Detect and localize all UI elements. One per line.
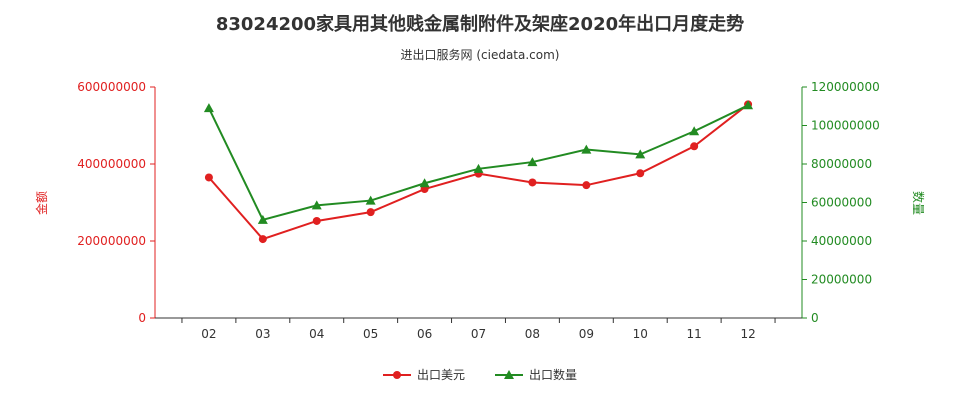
data-point-amount (636, 169, 645, 178)
left-tick-label: 0 (138, 311, 146, 325)
x-tick-label: 03 (255, 327, 270, 341)
legend-label-quantity: 出口数量 (529, 368, 578, 382)
data-point-quantity (581, 144, 592, 154)
right-tick-label: 20000000 (811, 273, 872, 287)
left-tick-label: 200000000 (77, 234, 146, 248)
chart-axes: 0 200000000 400000000 600000000 0 20000000 400… (34, 80, 926, 341)
x-tick-label: 06 (417, 327, 432, 341)
x-tick-label: 05 (363, 327, 378, 341)
x-tick-label: 12 (740, 327, 755, 341)
data-point-quantity (365, 195, 376, 205)
x-tick-label: 02 (201, 327, 216, 341)
data-point-quantity (527, 157, 538, 167)
data-point-amount (582, 181, 591, 190)
left-axis-title: 金额 (34, 191, 49, 215)
data-point-amount (366, 208, 375, 217)
right-tick-label: 0 (811, 311, 819, 325)
right-tick-label: 40000000 (811, 234, 872, 248)
legend-item-quantity[interactable]: 出口数量 (495, 366, 577, 383)
series-line-quantity (208, 104, 749, 222)
right-axis-title: 数量 (911, 191, 926, 215)
chart-legend: 出口美元 出口数量 (0, 366, 960, 383)
x-tick-label: 10 (633, 327, 648, 341)
legend-swatch-quantity (495, 369, 523, 380)
data-point-amount (258, 235, 267, 244)
x-tick-label: 08 (525, 327, 540, 341)
right-tick-label: 60000000 (811, 196, 872, 210)
data-point-quantity (743, 100, 754, 110)
data-point-quantity (473, 163, 484, 173)
legend-label-amount: 出口美元 (416, 368, 465, 382)
left-tick-label: 400000000 (77, 157, 146, 171)
legend-swatch-amount (382, 370, 411, 380)
data-point-quantity (311, 200, 322, 210)
data-point-amount (312, 216, 321, 225)
data-point-amount (204, 173, 213, 182)
data-point-quantity (635, 149, 646, 159)
x-tick-label: 09 (579, 327, 594, 341)
x-tick-label: 11 (687, 327, 702, 341)
right-tick-label: 100000000 (811, 119, 880, 133)
right-tick-label: 80000000 (811, 157, 872, 171)
x-tick-label: 04 (309, 327, 324, 341)
right-tick-label: 120000000 (811, 80, 880, 94)
chart-subtitle: 进出口服务网 (ciedata.com) (400, 48, 560, 62)
data-point-quantity (257, 214, 268, 224)
data-point-quantity (689, 126, 700, 136)
data-point-amount (528, 178, 537, 187)
chart-marks (203, 100, 754, 244)
chart-title: 83024200家具用其他贱金属制附件及架座2020年出口月度走势 (215, 14, 745, 35)
x-tick-label: 07 (471, 327, 486, 341)
data-point-quantity (203, 103, 214, 113)
data-point-quantity (419, 178, 430, 188)
legend-item-amount[interactable]: 出口美元 (382, 366, 465, 383)
left-tick-label: 600000000 (77, 80, 146, 94)
data-point-amount (690, 142, 699, 151)
